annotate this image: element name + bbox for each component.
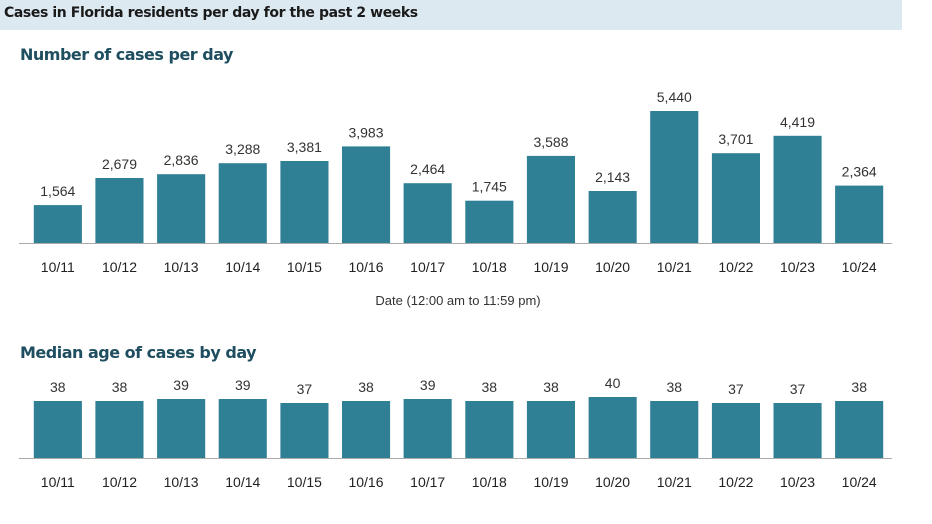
age-tick-label: 10/15 [287,474,322,490]
age-bar [835,401,884,458]
cases-bar [403,183,452,243]
age-value-label: 38 [667,379,683,395]
cases-tick-label: 10/16 [348,259,383,275]
cases-chart-title: Number of cases per day [20,45,233,64]
age-value-label: 38 [543,379,559,395]
age-bar [342,401,391,458]
cases-value-label: 3,381 [287,139,322,155]
age-tick-label: 10/20 [595,474,630,490]
cases-bar [465,200,514,243]
cases-bar [218,163,267,243]
age-bar [280,403,329,458]
cases-tick-label: 10/13 [164,259,199,275]
cases-tick-label: 10/18 [472,259,507,275]
cases-value-label: 3,983 [348,124,383,140]
cases-value-label: 2,364 [842,164,877,180]
cases-value-label: 5,440 [657,89,692,105]
age-bar [588,397,637,458]
age-bar [403,399,452,458]
age-tick-label: 10/16 [348,474,383,490]
cases-tick-label: 10/19 [533,259,568,275]
age-bar [95,401,144,458]
cases-value-label: 2,679 [102,156,137,172]
age-tick-label: 10/11 [41,474,75,490]
cases-value-label: 3,288 [225,141,260,157]
age-value-label: 39 [173,377,189,393]
age-value-label: 39 [235,377,251,393]
cases-tick-label: 10/23 [780,259,815,275]
page-title: Cases in Florida residents per day for t… [4,5,418,21]
cases-tick-label: 10/15 [287,259,322,275]
cases-bar [157,174,206,243]
age-tick-label: 10/12 [102,474,137,490]
cases-bar [342,146,391,243]
cases-bar [526,155,575,243]
cases-value-label: 4,419 [780,114,815,130]
age-bar [711,403,760,458]
cases-value-label: 2,836 [164,152,199,168]
cases-bar [835,185,884,243]
age-bars [33,397,884,458]
cases-bar [588,191,637,243]
age-tick-label: 10/24 [842,474,877,490]
age-chart-title: Median age of cases by day [20,343,257,362]
age-value-label: 39 [420,377,436,393]
cases-tick-label: 10/11 [41,259,75,275]
cases-value-label: 2,143 [595,169,630,185]
age-value-labels: 38 38 39 39 37 38 39 38 38 40 38 37 37 38 [50,375,867,397]
age-value-label: 38 [112,379,128,395]
cases-value-label: 3,588 [533,134,568,150]
cases-tick-label: 10/24 [842,259,877,275]
cases-value-labels: 1,564 2,679 2,836 3,288 3,381 3,983 2,464 1,745… [40,89,877,199]
age-tick-label: 10/19 [533,474,568,490]
cases-bars [33,111,884,243]
cases-tick-label: 10/14 [225,259,260,275]
age-bar [650,401,699,458]
age-value-label: 38 [482,379,498,395]
cases-bar [95,178,144,243]
age-bar [773,403,822,458]
age-bar [157,399,206,458]
age-tick-label: 10/22 [718,474,753,490]
cases-bar [280,161,329,243]
cases-tick-labels: 10/11 10/12 10/13 10/14 10/15 10/16 10/17 10/18… [41,259,877,275]
age-tick-label: 10/13 [164,474,199,490]
age-bar [33,401,82,458]
age-value-label: 40 [605,375,621,391]
cases-value-label: 2,464 [410,161,445,177]
cases-value-label: 3,701 [718,131,753,147]
age-bar [526,401,575,458]
age-tick-labels: 10/11 10/12 10/13 10/14 10/15 10/16 10/17 10/18… [41,474,877,490]
cases-bar [33,205,82,243]
age-bar [218,399,267,458]
age-value-label: 38 [358,379,374,395]
age-value-label: 37 [728,381,744,397]
age-tick-label: 10/23 [780,474,815,490]
cases-tick-label: 10/20 [595,259,630,275]
cases-tick-label: 10/12 [102,259,137,275]
cases-bar [773,135,822,243]
age-value-label: 37 [297,381,313,397]
age-value-label: 37 [790,381,806,397]
age-tick-label: 10/17 [410,474,445,490]
cases-bar [650,111,699,243]
age-bar [465,401,514,458]
cases-bar [711,153,760,243]
cases-value-label: 1,745 [472,179,507,195]
age-tick-label: 10/21 [657,474,692,490]
cases-value-label: 1,564 [40,183,75,199]
age-value-label: 38 [50,379,66,395]
age-tick-label: 10/14 [225,474,260,490]
cases-tick-label: 10/17 [410,259,445,275]
cases-x-axis-label: Date (12:00 am to 11:59 pm) [375,293,540,308]
cases-tick-label: 10/21 [657,259,692,275]
age-tick-label: 10/18 [472,474,507,490]
age-value-label: 38 [851,379,867,395]
header-band: Cases in Florida residents per day for t… [0,0,902,30]
cases-tick-label: 10/22 [718,259,753,275]
